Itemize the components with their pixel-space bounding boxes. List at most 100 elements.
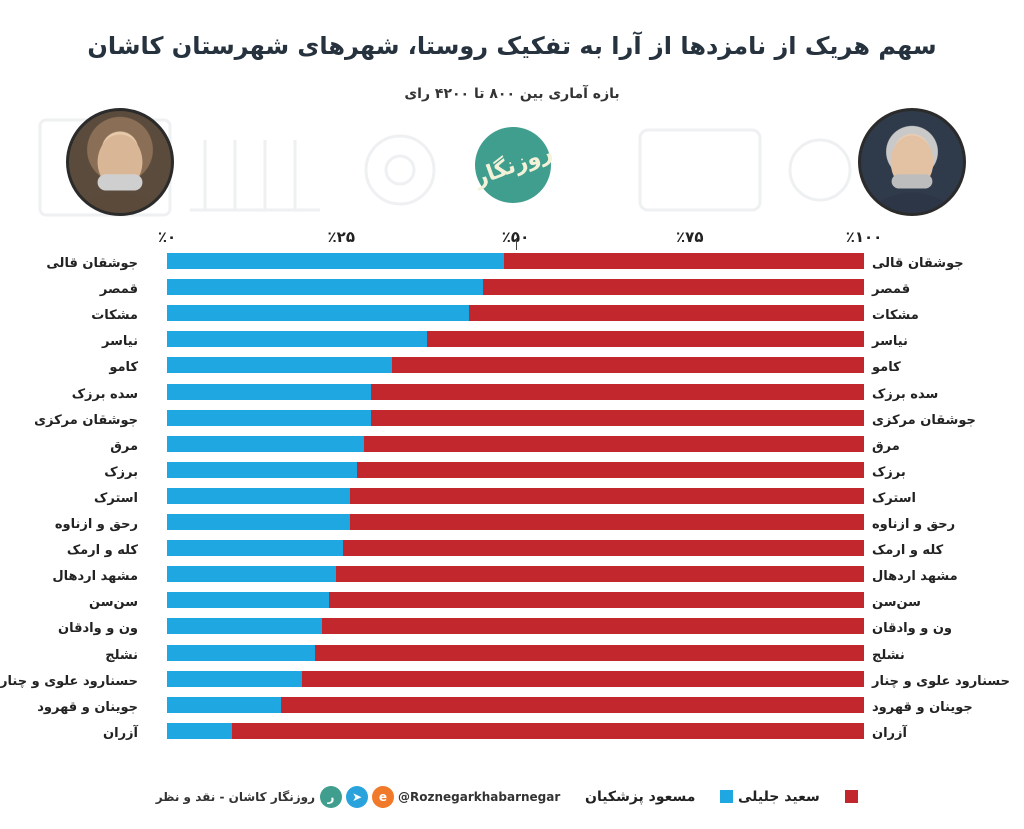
category-label-right: جوشقان قالی: [872, 256, 964, 271]
roznegar-logo: روزنگار: [471, 127, 555, 203]
x-tick-label: ٪۷۵: [676, 228, 704, 246]
x-tick-label: ٪۰: [157, 228, 177, 246]
category-label-right: رحق و ازناوه: [872, 517, 956, 532]
chart-row: جوشقان قالی جوشقان قالی: [0, 251, 1024, 277]
chart-row: استرک استرک: [0, 486, 1024, 512]
category-label-left: کله و ارمک: [66, 543, 138, 559]
chart-row: ون و وادقان ون و وادقان: [0, 616, 1024, 642]
bar-pezeshkian: [167, 331, 427, 348]
category-label-left: رحق و ازناوه: [54, 517, 138, 532]
bar-jalili: [167, 357, 864, 374]
category-label-right: مرق: [872, 438, 900, 454]
bar-jalili: [167, 696, 864, 713]
category-label-left: جوشقان قالی: [46, 256, 138, 271]
bar-jalili: [167, 305, 864, 322]
chart-row: سده برزک سده برزک: [0, 382, 1024, 408]
bar-pezeshkian: [167, 409, 372, 426]
x-axis-midline-tick: [516, 238, 517, 250]
bar-jalili: [167, 540, 864, 557]
chart-row: برزک برزک: [0, 460, 1024, 486]
category-label-right: مشهد اردهال: [872, 569, 958, 585]
social-handle[interactable]: @Roznegarkhabarnegar: [398, 790, 561, 804]
category-label-right: حسنارود علوی و چنار: [872, 673, 1010, 689]
footer: سعید جلیلی مسعود پزشکیان @Roznegarkhabar…: [0, 785, 1024, 809]
category-label-left: قمصر: [99, 282, 138, 298]
bar-jalili: [167, 435, 864, 452]
x-tick-label: ٪۱۰۰: [845, 228, 883, 246]
chart-row: کامو کامو: [0, 355, 1024, 381]
chart-row: مشکات مشکات: [0, 303, 1024, 329]
chart-row: مشهد اردهال مشهد اردهال: [0, 564, 1024, 590]
x-tick-label: ٪۵۰: [501, 228, 530, 246]
category-label-left: استرک: [94, 490, 138, 506]
bar-jalili: [167, 566, 864, 583]
telegram-icon[interactable]: ➤: [346, 786, 368, 808]
category-label-right: برزک: [872, 464, 906, 480]
legend-label-pezeshkian: مسعود پزشکیان: [585, 789, 696, 805]
category-label-right: کامو: [872, 360, 901, 376]
bar-pezeshkian: [167, 357, 393, 374]
bar-pezeshkian: [167, 722, 232, 739]
category-label-right: ون و وادقان: [872, 621, 953, 637]
chart-row: مرق مرق: [0, 434, 1024, 460]
category-label-right: جوینان و قهرود: [872, 699, 973, 715]
category-label-left: حسنارود علوی و چنار: [0, 673, 138, 689]
category-label-right: نیاسر: [872, 334, 908, 350]
bar-pezeshkian: [167, 644, 316, 661]
bar-jalili: [167, 618, 864, 635]
category-label-left: مرق: [110, 438, 138, 454]
bar-jalili: [167, 514, 864, 530]
category-label-right: آزران: [872, 725, 907, 741]
category-label-right: نشلج: [872, 647, 905, 663]
category-label-right: مشکات: [872, 308, 919, 324]
category-label-right: سن‌سن: [872, 595, 921, 611]
background-decoration: [38, 118, 852, 217]
bar-pezeshkian: [167, 279, 483, 296]
category-label-left: برزک: [104, 464, 138, 480]
bar-pezeshkian: [167, 435, 365, 452]
chart-row: آزران آزران: [0, 721, 1024, 747]
category-label-left: مشکات: [91, 308, 138, 324]
logo-text: روزنگار: [470, 139, 556, 191]
bar-pezeshkian: [167, 618, 323, 635]
category-label-left: آزران: [103, 725, 138, 741]
bar-jalili: [167, 461, 864, 478]
bar-jalili: [167, 331, 864, 348]
bar-pezeshkian: [167, 670, 302, 687]
bar-pezeshkian: [167, 253, 504, 269]
category-label-left: سن‌سن: [89, 595, 138, 611]
chart-row: رحق و ازناوه رحق و ازناوه: [0, 512, 1024, 538]
category-label-left: سده برزک: [71, 386, 138, 402]
bar-pezeshkian: [167, 540, 344, 557]
category-label-left: جوینان و قهرود: [37, 699, 138, 715]
chart-row: کله و ارمک کله و ارمک: [0, 538, 1024, 564]
eitaa-icon[interactable]: e: [372, 786, 394, 808]
credit-text: روزنگار کاشان - نقد و نظر: [155, 790, 315, 804]
jalili-avatar: [858, 108, 966, 216]
bar-jalili: [167, 487, 864, 504]
legend-swatch-jalili: [845, 790, 858, 803]
roznegar-small-logo-icon: ر: [320, 786, 342, 808]
category-label-right: جوشقان مرکزی: [872, 412, 976, 428]
chart-title: سهم هریک از نامزدها از آرا به تفکیک روست…: [87, 32, 937, 60]
chart-row: سن‌سن سن‌سن: [0, 590, 1024, 616]
category-label-right: سده برزک: [872, 386, 939, 402]
category-label-left: نشلج: [105, 647, 138, 663]
category-label-left: کامو: [109, 360, 138, 376]
chart-row: جوشقان مرکزی جوشقان مرکزی: [0, 408, 1024, 434]
chart-row: نشلج نشلج: [0, 643, 1024, 669]
legend-label-jalili: سعید جلیلی: [738, 789, 820, 805]
bar-pezeshkian: [167, 592, 330, 609]
chart-subtitle: بازه آماری بین ۸۰۰ تا ۴۲۰۰ رای: [404, 86, 620, 102]
bar-jalili: [167, 253, 864, 269]
bar-pezeshkian: [167, 305, 469, 322]
category-label-right: کله و ارمک: [872, 543, 944, 559]
bar-pezeshkian: [167, 566, 337, 583]
chart-row: جوینان و قهرود جوینان و قهرود: [0, 695, 1024, 721]
category-label-left: جوشقان مرکزی: [34, 412, 138, 428]
bar-jalili: [167, 670, 864, 687]
bar-pezeshkian: [167, 696, 281, 713]
chart-row: قمصر قمصر: [0, 277, 1024, 303]
legend-swatch-pezeshkian: [720, 790, 733, 803]
chart-row: حسنارود علوی و چنار حسنارود علوی و چنار: [0, 669, 1024, 695]
